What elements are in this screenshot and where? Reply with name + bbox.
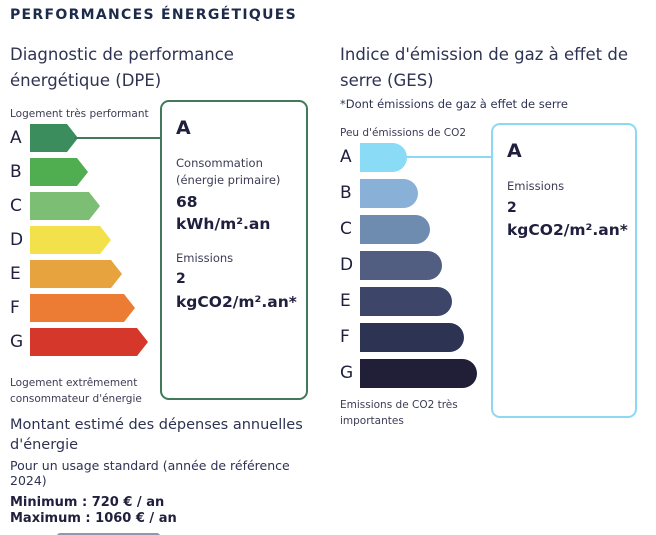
dpe-consumption-label-line1: Consommation (176, 156, 263, 170)
ges-bottom-label: Emissions de CO2 très importantes (340, 399, 458, 427)
scale-row-c: C (340, 215, 490, 244)
expenses-maximum: Maximum : 1060 € / an (10, 511, 177, 527)
class-bar (30, 328, 148, 356)
ges-emissions-value: 2 (507, 199, 517, 216)
dpe-bottom-label: Logement extrêmement consommateur d'éner… (10, 377, 142, 405)
scale-row-a: A (340, 143, 490, 172)
scale-row-e: E (340, 287, 490, 316)
ges-emissions-unit: kgCO2/m².an* (507, 221, 628, 240)
dpe-info-box: A Consommation (énergie primaire) 68 kWh… (160, 100, 308, 400)
class-bar (360, 251, 442, 280)
class-letter: B (10, 161, 22, 182)
expenses-subtitle: Pour un usage standard (année de référen… (10, 457, 290, 489)
class-bar (360, 179, 418, 208)
cutoff-bottom-element (57, 533, 160, 535)
class-bar (30, 158, 88, 186)
class-bar (30, 124, 78, 152)
class-bar (30, 192, 100, 220)
class-letter: D (340, 255, 354, 275)
class-letter: G (340, 363, 354, 383)
class-letter: E (10, 263, 21, 284)
class-bar (360, 143, 407, 172)
dpe-consumption-value: 68 kWh/m².an (176, 193, 271, 234)
class-letter: F (340, 327, 350, 347)
dpe-connector-line (74, 137, 160, 139)
dpe-emissions-label: Emissions (176, 250, 234, 265)
class-bar (360, 215, 430, 244)
class-letter: F (10, 297, 20, 318)
expenses-section: Montant estimé des dépenses annuelles d'… (10, 415, 340, 527)
class-bar (360, 287, 452, 316)
ges-grade: A (507, 140, 522, 162)
class-letter: E (340, 291, 351, 311)
dpe-consumption-label: Consommation (énergie primaire) (176, 155, 292, 188)
scale-row-c: C (10, 192, 160, 220)
class-bar (360, 359, 477, 388)
class-bar (30, 226, 111, 254)
ges-info-box: A Emissions 2 kgCO2/m².an* (491, 123, 637, 418)
dpe-grade: A (176, 117, 191, 139)
class-bar (360, 323, 464, 352)
ges-subtitle-note: *Dont émissions de gaz à effet de serre (340, 97, 568, 111)
ges-connector-line (404, 156, 491, 158)
scale-row-d: D (340, 251, 490, 280)
scale-row-b: B (10, 158, 160, 186)
page-title: PERFORMANCES ÉNERGÉTIQUES (10, 7, 297, 23)
scale-row-g: G (10, 328, 160, 356)
class-bar (30, 260, 122, 288)
ges-top-label: Peu d'émissions de CO2 (340, 127, 467, 139)
dpe-emissions-value: 2 (176, 271, 186, 288)
class-letter: A (10, 127, 22, 148)
class-letter: D (10, 229, 24, 250)
class-letter: C (340, 219, 352, 239)
dpe-top-label: Logement très performant (10, 108, 149, 120)
expenses-title: Montant estimé des dépenses annuelles d'… (10, 417, 303, 454)
ges-section-title: Indice d'émission de gaz à effet de serr… (340, 45, 628, 90)
ges-emissions-label: Emissions (507, 179, 565, 193)
scale-row-a: A (10, 124, 160, 152)
dpe-consumption-label-line2: (énergie primaire) (176, 172, 281, 187)
scale-row-b: B (340, 179, 490, 208)
scale-row-f: F (10, 294, 160, 322)
class-bar (30, 294, 135, 322)
scale-row-f: F (340, 323, 490, 352)
expenses-minimum: Minimum : 720 € / an (10, 494, 165, 510)
scale-row-e: E (10, 260, 160, 288)
class-letter: G (10, 331, 24, 352)
dpe-section-title: Diagnostic de performance énergétique (D… (10, 45, 234, 90)
class-letter: C (10, 195, 22, 216)
dpe-emissions-unit: kgCO2/m².an* (176, 292, 297, 311)
class-letter: A (340, 147, 352, 167)
scale-row-g: G (340, 359, 490, 388)
scale-row-d: D (10, 226, 160, 254)
class-letter: B (340, 183, 352, 203)
